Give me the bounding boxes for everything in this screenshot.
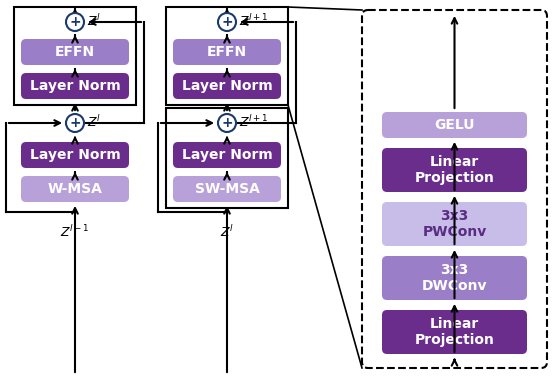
Text: Linear
Projection: Linear Projection: [415, 155, 494, 185]
FancyBboxPatch shape: [21, 176, 129, 202]
FancyBboxPatch shape: [173, 176, 281, 202]
Text: +: +: [69, 15, 81, 29]
Text: $Z^{l+1}$: $Z^{l+1}$: [239, 13, 268, 29]
Text: EFFN: EFFN: [55, 45, 95, 59]
Text: GELU: GELU: [434, 118, 475, 132]
FancyBboxPatch shape: [173, 142, 281, 168]
Circle shape: [66, 13, 84, 31]
Text: Linear
Projection: Linear Projection: [415, 317, 494, 347]
Text: $Z^{l+1}$: $Z^{l+1}$: [239, 114, 268, 130]
Text: 3x3
PWConv: 3x3 PWConv: [422, 209, 487, 239]
Text: Layer Norm: Layer Norm: [181, 148, 272, 162]
Text: 3x3
DWConv: 3x3 DWConv: [422, 263, 487, 293]
Text: $Z^{l-1}$: $Z^{l-1}$: [60, 224, 90, 240]
Bar: [166, 108, 288, 208]
FancyBboxPatch shape: [382, 310, 527, 354]
Circle shape: [218, 13, 236, 31]
Text: Layer Norm: Layer Norm: [181, 79, 272, 93]
Text: $Z^{l}$: $Z^{l}$: [87, 13, 101, 29]
Bar: [166, 7, 288, 105]
Text: +: +: [221, 116, 233, 130]
Bar: [14, 7, 136, 105]
Text: +: +: [221, 15, 233, 29]
Circle shape: [218, 114, 236, 132]
Text: Layer Norm: Layer Norm: [30, 79, 121, 93]
Text: $Z^{l}$: $Z^{l}$: [87, 114, 101, 130]
FancyBboxPatch shape: [382, 112, 527, 138]
Text: $Z^{l}$: $Z^{l}$: [220, 224, 234, 240]
Text: +: +: [69, 116, 81, 130]
Text: EFFN: EFFN: [207, 45, 247, 59]
Text: Layer Norm: Layer Norm: [30, 148, 121, 162]
FancyBboxPatch shape: [21, 142, 129, 168]
FancyBboxPatch shape: [21, 73, 129, 99]
Text: W-MSA: W-MSA: [47, 182, 103, 196]
FancyBboxPatch shape: [382, 256, 527, 300]
Circle shape: [66, 114, 84, 132]
FancyBboxPatch shape: [382, 148, 527, 192]
FancyBboxPatch shape: [173, 73, 281, 99]
Text: SW-MSA: SW-MSA: [195, 182, 259, 196]
FancyBboxPatch shape: [21, 39, 129, 65]
FancyBboxPatch shape: [382, 202, 527, 246]
FancyBboxPatch shape: [173, 39, 281, 65]
